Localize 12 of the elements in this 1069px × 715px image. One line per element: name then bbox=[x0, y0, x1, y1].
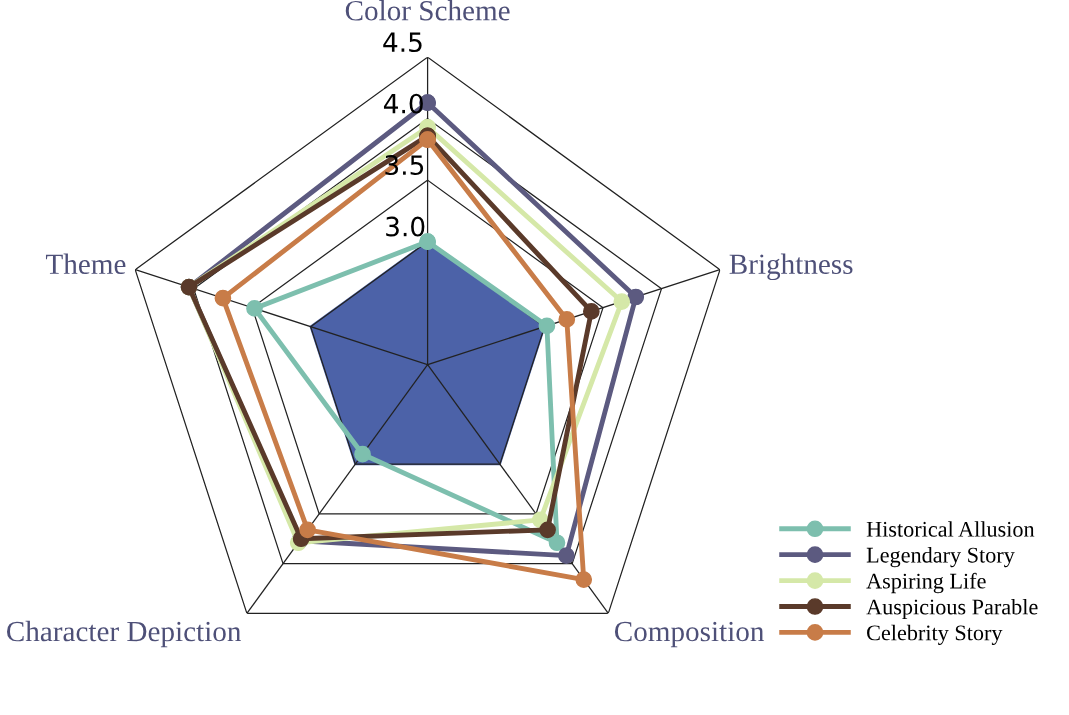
legend-label: Celebrity Story bbox=[867, 624, 1003, 645]
y-tick-label: 4.5 bbox=[383, 32, 422, 53]
legend-label: Aspiring Life bbox=[866, 572, 986, 594]
spoke-label: Theme bbox=[45, 253, 126, 275]
legend-label: Historical Allusion bbox=[866, 521, 1035, 537]
y-tick-label: 3.0 bbox=[386, 216, 425, 237]
spoke-label: Composition bbox=[614, 621, 765, 648]
spoke-label: Color Scheme bbox=[345, 0, 510, 21]
spoke-label: Brightness bbox=[729, 253, 853, 281]
spoke-label: Character Depiction bbox=[7, 620, 242, 648]
legend-label: Legendary Story bbox=[866, 546, 1015, 568]
legend-label: Auspicious Parable bbox=[866, 598, 1038, 620]
